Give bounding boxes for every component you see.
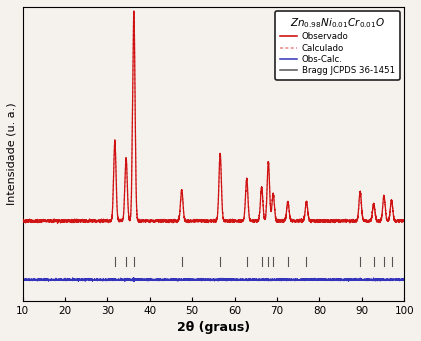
Y-axis label: Intensidade (u. a.): Intensidade (u. a.) xyxy=(7,103,17,205)
X-axis label: 2θ (graus): 2θ (graus) xyxy=(177,321,250,334)
Legend: Observado, Calculado, Obs-Calc., Bragg JCPDS 36-1451: Observado, Calculado, Obs-Calc., Bragg J… xyxy=(275,11,400,80)
